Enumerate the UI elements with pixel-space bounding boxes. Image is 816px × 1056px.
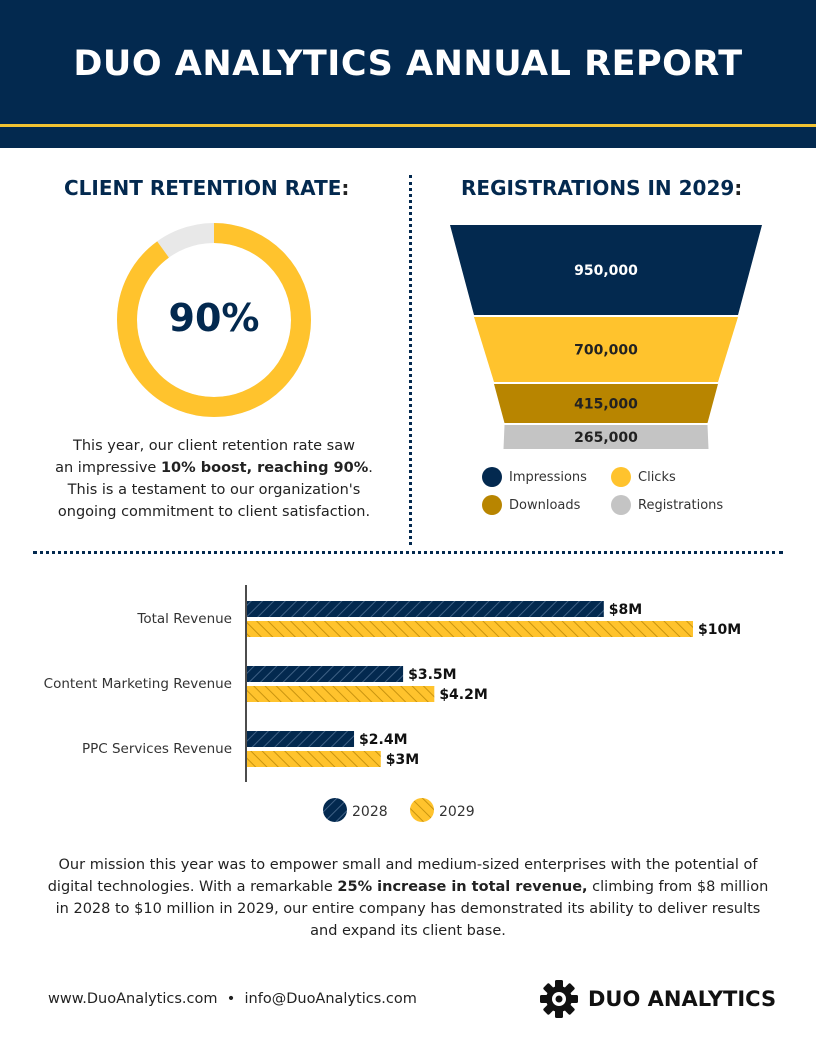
legend-label: 2029 [439, 804, 475, 820]
funnel-label: 415,000 [574, 397, 638, 413]
funnel-label: 265,000 [574, 430, 638, 446]
retention-title: CLIENT RETENTION RATE: [64, 176, 350, 200]
funnel-stage-downloads [494, 384, 718, 423]
bar-value-label: $2.4M [359, 732, 407, 748]
legend-impressions: Impressions [482, 467, 587, 487]
company-logo: DUO ANALYTICS [540, 980, 776, 1018]
header-banner: DUO ANALYTICS ANNUAL REPORT [0, 0, 816, 148]
funnel-label: 700,000 [574, 343, 638, 359]
separator: • [226, 991, 236, 1007]
legend-swatch-2029 [410, 798, 434, 822]
vertical-divider [409, 175, 412, 545]
bar-value-label: $8M [609, 602, 642, 618]
category-label: PPC Services Revenue [82, 741, 232, 757]
bar-value-label: $10M [698, 622, 741, 638]
registrations-title: REGISTRATIONS IN 2029: [461, 176, 743, 200]
funnel-stage-clicks [474, 317, 738, 382]
email-link[interactable]: info@DuoAnalytics.com [244, 991, 417, 1007]
horizontal-divider [33, 551, 783, 554]
bar-2029 [247, 686, 435, 702]
retention-value: 90% [168, 296, 260, 340]
mission-text: Our mission this year was to empower sma… [47, 857, 769, 939]
retention-donut [117, 223, 311, 417]
website-link[interactable]: www.DuoAnalytics.com [48, 991, 218, 1007]
legend-registrations: Registrations [611, 495, 723, 515]
logo-text: DUO ANALYTICS [588, 987, 777, 1011]
legend-label: 2028 [352, 804, 388, 820]
bar-value-label: $3.5M [408, 667, 456, 683]
gear-icon [540, 980, 578, 1018]
retention-description: This year, our client retention rate saw… [55, 438, 373, 520]
footer-contact: www.DuoAnalytics.com • info@DuoAnalytics… [48, 991, 417, 1007]
funnel-stage-registrations [503, 425, 709, 449]
category-label: Content Marketing Revenue [44, 676, 232, 692]
legend-clicks: Clicks [611, 467, 676, 487]
legend-downloads: Downloads [482, 495, 580, 515]
bar-2029 [247, 621, 693, 637]
bar-2028 [247, 666, 404, 682]
bar-2028 [247, 731, 355, 747]
donut-fill [117, 223, 311, 417]
legend-swatch-2028 [323, 798, 347, 822]
report-title: DUO ANALYTICS ANNUAL REPORT [73, 44, 743, 84]
header-rule [0, 124, 816, 127]
bar-2029 [247, 751, 381, 767]
category-label: Total Revenue [136, 611, 232, 627]
funnel-label: 950,000 [574, 263, 638, 279]
registrations-funnel: 950,000 700,000 415,000 265,000 [450, 225, 762, 449]
funnel-stage-impressions [450, 225, 762, 315]
bar-value-label: $4.2M [439, 687, 487, 703]
bar-value-label: $3M [386, 752, 419, 768]
bar-2028 [247, 601, 604, 617]
revenue-bar-chart: Total Revenue $8M $10M Content Marketing Re… [44, 585, 741, 822]
